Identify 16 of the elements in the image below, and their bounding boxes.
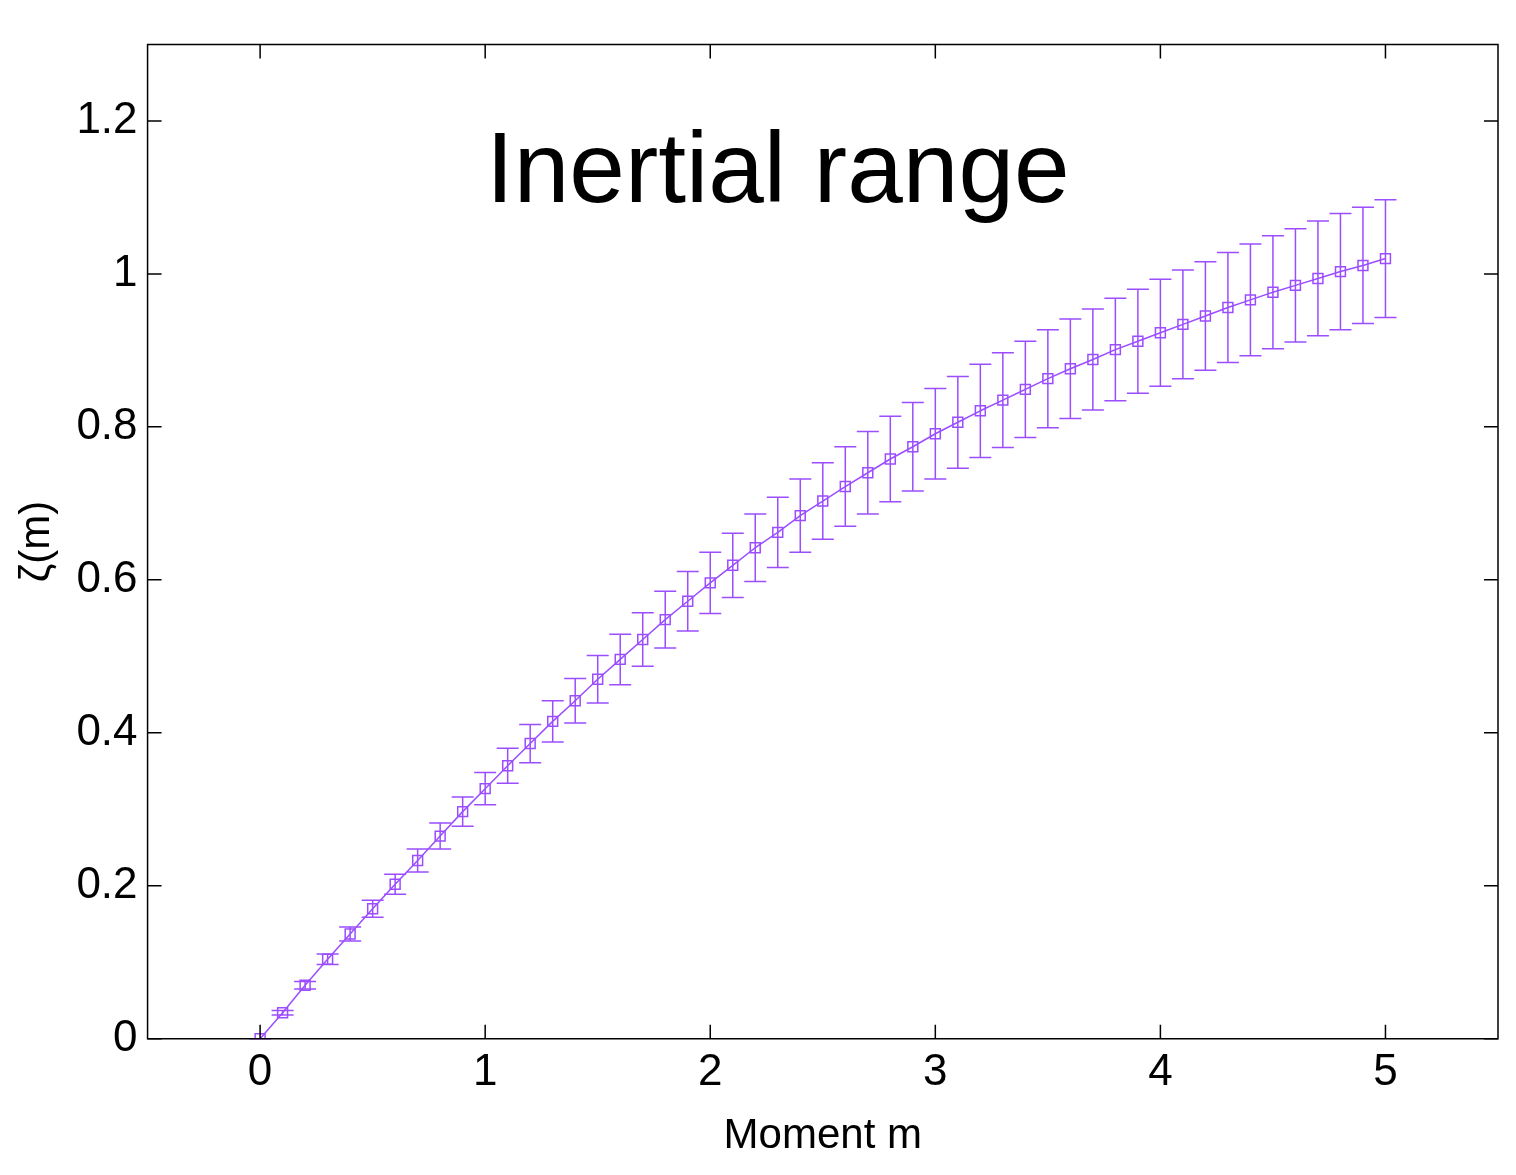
text: Inertial range [485,110,1070,223]
y-tick-label: 1 [113,246,138,296]
x-tick-label: 4 [1148,1045,1173,1095]
x-tick-label: 2 [698,1045,723,1095]
y-tick-label: 0.6 [76,551,138,601]
y-tick-label: 0 [113,1010,138,1060]
y-tick-label: 0.2 [76,857,138,907]
y-tick-label: 0.4 [76,704,138,754]
x-tick-label: 1 [472,1045,498,1095]
x-tick-label: 3 [923,1045,948,1095]
y-axis-title: ζ(m) [10,500,58,583]
x-axis-title: Moment m [723,1110,922,1158]
y-tick-label: 1.2 [76,93,138,143]
y-tick-label: 0.8 [76,399,138,448]
x-tick-label: 5 [1373,1045,1398,1095]
x-tick-label: 0 [247,1045,273,1095]
